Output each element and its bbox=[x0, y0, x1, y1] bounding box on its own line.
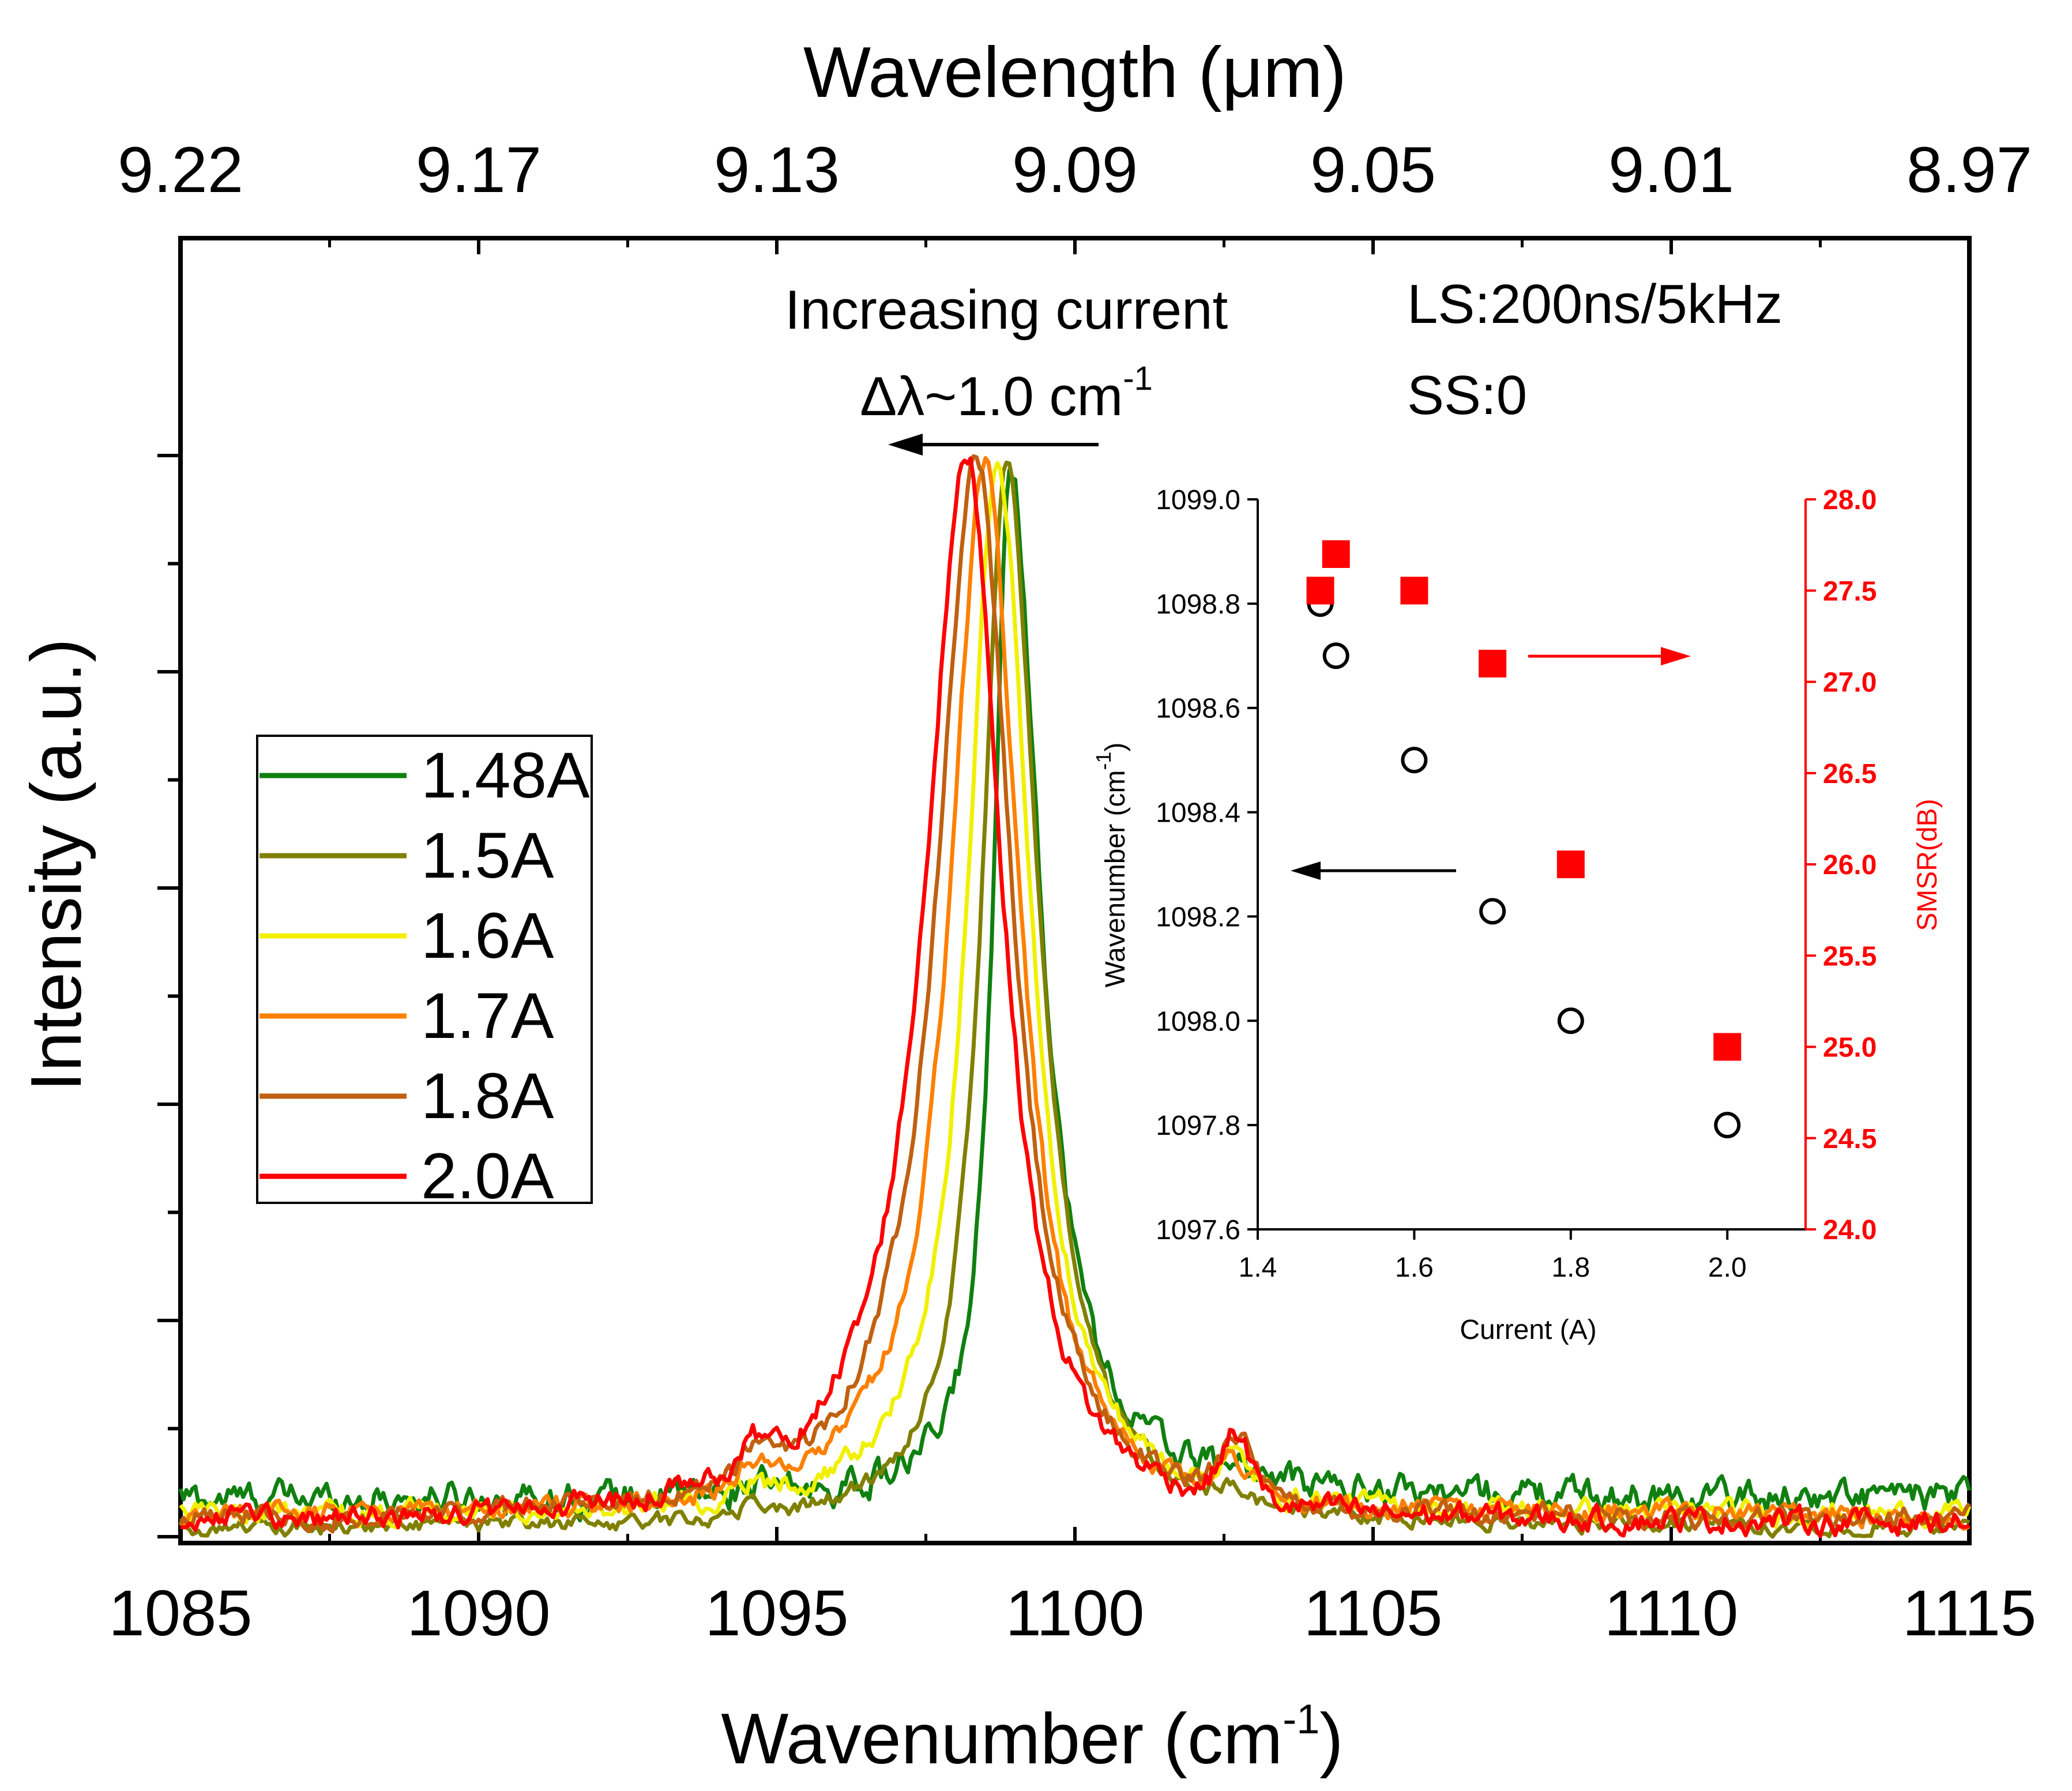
inset-x-tick-label: 1.8 bbox=[1551, 1252, 1590, 1283]
smsr-point bbox=[1556, 851, 1585, 878]
annotation-increasing-current: Increasing current bbox=[785, 279, 1228, 341]
annotation-ls: LS:200ns/5kHz bbox=[1407, 273, 1783, 335]
legend-label: 1.8A bbox=[421, 1060, 554, 1132]
inset-x-tick-label: 1.6 bbox=[1395, 1252, 1434, 1283]
inset-y-right-title: SMSR(dB) bbox=[1912, 799, 1943, 931]
smsr-point bbox=[1400, 577, 1428, 605]
legend-label: 1.5A bbox=[421, 819, 554, 891]
top-tick-label: 9.13 bbox=[714, 134, 840, 206]
x-tick-label: 1105 bbox=[1304, 1577, 1443, 1649]
top-axis-title: Wavelength (μm) bbox=[803, 33, 1347, 112]
arrow-left-icon bbox=[1291, 861, 1456, 880]
inset-x-tick-label: 2.0 bbox=[1708, 1252, 1747, 1283]
x-tick-label: 1090 bbox=[407, 1577, 550, 1649]
inset-y-left-tick-label: 1098.4 bbox=[1156, 798, 1240, 829]
wavenumber-point bbox=[1322, 642, 1349, 669]
inset-y-right-tick-label: 25.5 bbox=[1823, 941, 1877, 972]
series-line-1.48A bbox=[178, 468, 1972, 1523]
smsr-point bbox=[1306, 577, 1334, 605]
inset-y-left-tick-label: 1098.6 bbox=[1156, 694, 1240, 724]
inset-y-right-tick-label: 26.5 bbox=[1823, 759, 1877, 789]
inset-y-left-tick-label: 1099.0 bbox=[1156, 485, 1240, 516]
legend-label: 2.0A bbox=[421, 1140, 554, 1212]
inset-y-left-tick-label: 1098.2 bbox=[1156, 902, 1240, 932]
wavenumber-point bbox=[1557, 1007, 1584, 1034]
inset-y-right-tick-label: 27.5 bbox=[1823, 576, 1877, 607]
spectrum-curves bbox=[178, 454, 1972, 1539]
inset-x-tick-label: 1.4 bbox=[1239, 1252, 1277, 1283]
top-tick-label: 8.97 bbox=[1906, 134, 2032, 206]
inset-points bbox=[1306, 540, 1742, 1139]
x-tick-label: 1110 bbox=[1604, 1577, 1739, 1649]
x-tick-label: 1095 bbox=[705, 1577, 848, 1649]
arrow-left-icon bbox=[888, 434, 1099, 456]
x-tick-label: 1115 bbox=[1902, 1577, 2037, 1649]
inset-y-right-tick-label: 27.0 bbox=[1823, 668, 1877, 698]
annotation-ss: SS:0 bbox=[1407, 364, 1527, 426]
top-tick-label: 9.01 bbox=[1608, 134, 1734, 206]
inset-y-left-tick-label: 1097.8 bbox=[1156, 1111, 1240, 1141]
top-tick-label: 9.22 bbox=[118, 134, 243, 206]
top-tick-label: 9.09 bbox=[1012, 134, 1138, 206]
inset-y-left-tick-label: 1098.0 bbox=[1156, 1006, 1240, 1037]
arrow-right-icon bbox=[1528, 647, 1691, 665]
smsr-point bbox=[1713, 1033, 1742, 1061]
legend: 1.48A 1.5A 1.6A 1.7A 1.8A 2.0A bbox=[256, 735, 593, 1212]
bottom-axis-title: Wavenumber (cm-1) bbox=[721, 1696, 1343, 1779]
main-axis-ticks: 1085 1090 1095 1100 1105 1110 1115 9.22 9.17 9.13… bbox=[108, 134, 2036, 1649]
legend-items: 1.48A 1.5A 1.6A 1.7A 1.8A 2.0A bbox=[260, 739, 590, 1212]
legend-label: 1.7A bbox=[421, 980, 554, 1052]
inset-y-right-tick-label: 25.0 bbox=[1823, 1033, 1877, 1063]
smsr-point bbox=[1322, 540, 1350, 568]
top-tick-label: 9.17 bbox=[416, 134, 541, 206]
inset-y-left-tick-label: 1097.6 bbox=[1156, 1215, 1240, 1246]
inset-y-right-tick-label: 26.0 bbox=[1823, 850, 1877, 881]
legend-label: 1.6A bbox=[421, 900, 554, 972]
y-axis-title: Intensity (a.u.) bbox=[17, 638, 96, 1092]
inset-axis-ticks: 1.4 1.6 1.8 2.0 1097.6 1097.8 1098.0 1098.2 1098… bbox=[1156, 485, 1877, 1283]
inset-y-right-tick-label: 28.0 bbox=[1823, 485, 1877, 516]
inset-y-right-tick-label: 24.5 bbox=[1823, 1124, 1877, 1154]
wavenumber-point bbox=[1714, 1112, 1741, 1139]
annotation-delta-lambda: Δλ~1.0 cm-1 bbox=[860, 360, 1153, 427]
wavenumber-point bbox=[1401, 747, 1428, 774]
x-tick-label: 1100 bbox=[1006, 1577, 1145, 1649]
inset-y-left-title: Wavenumber (cm-1) bbox=[1092, 743, 1131, 988]
series-line-1.8A bbox=[178, 454, 1971, 1534]
wavenumber-point bbox=[1479, 898, 1506, 925]
smsr-point bbox=[1479, 649, 1507, 678]
x-tick-label: 1085 bbox=[108, 1577, 252, 1649]
legend-label: 1.48A bbox=[421, 739, 590, 811]
legend-box bbox=[256, 735, 593, 1204]
inset-y-right-tick-label: 24.0 bbox=[1823, 1215, 1877, 1246]
inset-plot-frame bbox=[1258, 499, 1806, 1229]
inset-x-axis-title: Current (A) bbox=[1460, 1315, 1596, 1345]
inset-y-left-tick-label: 1098.8 bbox=[1156, 589, 1240, 620]
series-line-2.0A bbox=[180, 456, 1971, 1538]
top-tick-label: 9.05 bbox=[1310, 134, 1436, 206]
inset-chart: 1.4 1.6 1.8 2.0 1097.6 1097.8 1098.0 1098.2 1098… bbox=[1092, 485, 1943, 1345]
